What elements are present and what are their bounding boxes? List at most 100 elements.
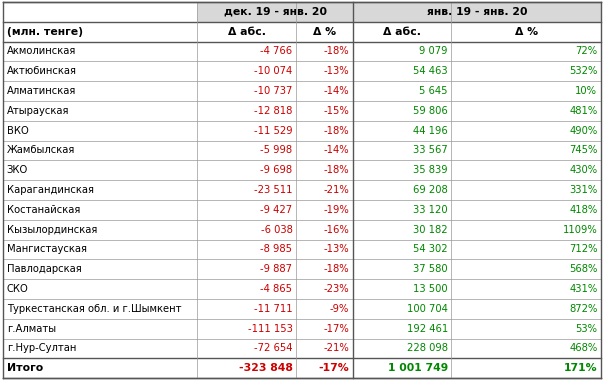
Text: -21%: -21%: [324, 344, 349, 353]
Text: -16%: -16%: [324, 225, 349, 234]
Bar: [353, 2, 601, 22]
Text: -23 511: -23 511: [254, 185, 292, 195]
Text: 5 645: 5 645: [419, 86, 448, 96]
Text: 59 806: 59 806: [413, 106, 448, 116]
Bar: [3, 220, 601, 239]
Text: -12 818: -12 818: [254, 106, 292, 116]
Text: -9 427: -9 427: [260, 205, 292, 215]
Text: 44 196: 44 196: [413, 126, 448, 136]
Text: -14%: -14%: [324, 146, 349, 155]
Text: -11 529: -11 529: [254, 126, 292, 136]
Text: 35 839: 35 839: [413, 165, 448, 175]
Bar: [3, 319, 601, 339]
Text: 33 567: 33 567: [413, 146, 448, 155]
Text: -10 737: -10 737: [254, 86, 292, 96]
Text: -5 998: -5 998: [260, 146, 292, 155]
Text: 1109%: 1109%: [562, 225, 597, 234]
Text: Акмолинская: Акмолинская: [7, 46, 76, 56]
Bar: [3, 279, 601, 299]
Text: -4 766: -4 766: [260, 46, 292, 56]
Text: -17%: -17%: [324, 324, 349, 334]
Text: -18%: -18%: [324, 165, 349, 175]
Text: 54 302: 54 302: [413, 244, 448, 254]
Text: -11 711: -11 711: [254, 304, 292, 314]
Text: 33 120: 33 120: [413, 205, 448, 215]
Bar: [3, 2, 198, 22]
Text: -18%: -18%: [324, 46, 349, 56]
Text: (млн. тенге): (млн. тенге): [7, 27, 83, 36]
Bar: [3, 141, 601, 160]
Text: -18%: -18%: [324, 264, 349, 274]
Bar: [3, 121, 601, 141]
Text: янв. 19 - янв. 20: янв. 19 - янв. 20: [426, 7, 527, 17]
Text: -14%: -14%: [324, 86, 349, 96]
Text: 72%: 72%: [575, 46, 597, 56]
Bar: [3, 299, 601, 319]
Text: СКО: СКО: [7, 284, 28, 294]
Bar: [3, 61, 601, 81]
Text: 490%: 490%: [569, 126, 597, 136]
Text: -6 038: -6 038: [260, 225, 292, 234]
Text: 69 208: 69 208: [413, 185, 448, 195]
Text: Кызылординская: Кызылординская: [7, 225, 97, 234]
Text: Актюбинская: Актюбинская: [7, 66, 77, 76]
Text: ВКО: ВКО: [7, 126, 28, 136]
Text: 53%: 53%: [576, 324, 597, 334]
Text: -17%: -17%: [318, 363, 349, 373]
Text: 872%: 872%: [569, 304, 597, 314]
Text: 54 463: 54 463: [413, 66, 448, 76]
Text: -4 865: -4 865: [260, 284, 292, 294]
Text: Туркестанская обл. и г.Шымкент: Туркестанская обл. и г.Шымкент: [7, 304, 181, 314]
Bar: [3, 358, 601, 378]
Text: г.Алматы: г.Алматы: [7, 324, 56, 334]
Text: 431%: 431%: [569, 284, 597, 294]
Bar: [3, 160, 601, 180]
Text: 10%: 10%: [576, 86, 597, 96]
Text: -72 654: -72 654: [254, 344, 292, 353]
Text: 228 098: 228 098: [407, 344, 448, 353]
Text: Итого: Итого: [7, 363, 43, 373]
Bar: [3, 180, 601, 200]
Text: Карагандинская: Карагандинская: [7, 185, 94, 195]
Text: 9 079: 9 079: [419, 46, 448, 56]
Text: 532%: 532%: [569, 66, 597, 76]
Text: Мангистауская: Мангистауская: [7, 244, 86, 254]
Text: -13%: -13%: [324, 244, 349, 254]
Text: 13 500: 13 500: [413, 284, 448, 294]
Text: 481%: 481%: [569, 106, 597, 116]
Text: 468%: 468%: [569, 344, 597, 353]
Text: -323 848: -323 848: [239, 363, 292, 373]
Bar: [198, 2, 353, 22]
Text: Алматинская: Алматинская: [7, 86, 76, 96]
Text: 192 461: 192 461: [406, 324, 448, 334]
Text: Δ %: Δ %: [515, 27, 538, 36]
Text: Жамбылская: Жамбылская: [7, 146, 75, 155]
Text: 712%: 712%: [569, 244, 597, 254]
Text: 331%: 331%: [569, 185, 597, 195]
Text: -21%: -21%: [324, 185, 349, 195]
Text: Δ абс.: Δ абс.: [383, 27, 421, 36]
Text: 568%: 568%: [569, 264, 597, 274]
Text: -23%: -23%: [324, 284, 349, 294]
Bar: [3, 22, 601, 41]
Text: 30 182: 30 182: [413, 225, 448, 234]
Text: -9%: -9%: [330, 304, 349, 314]
Text: -19%: -19%: [324, 205, 349, 215]
Text: дек. 19 - янв. 20: дек. 19 - янв. 20: [223, 7, 327, 17]
Bar: [3, 81, 601, 101]
Text: 37 580: 37 580: [413, 264, 448, 274]
Text: 745%: 745%: [569, 146, 597, 155]
Bar: [3, 239, 601, 259]
Text: г.Нур-Султан: г.Нур-Султан: [7, 344, 76, 353]
Text: 171%: 171%: [564, 363, 597, 373]
Text: Павлодарская: Павлодарская: [7, 264, 82, 274]
Text: 430%: 430%: [569, 165, 597, 175]
Bar: [3, 339, 601, 358]
Bar: [3, 101, 601, 121]
Text: Δ абс.: Δ абс.: [228, 27, 266, 36]
Text: 1 001 749: 1 001 749: [388, 363, 448, 373]
Text: 100 704: 100 704: [407, 304, 448, 314]
Bar: [3, 200, 601, 220]
Text: -18%: -18%: [324, 126, 349, 136]
Text: 418%: 418%: [569, 205, 597, 215]
